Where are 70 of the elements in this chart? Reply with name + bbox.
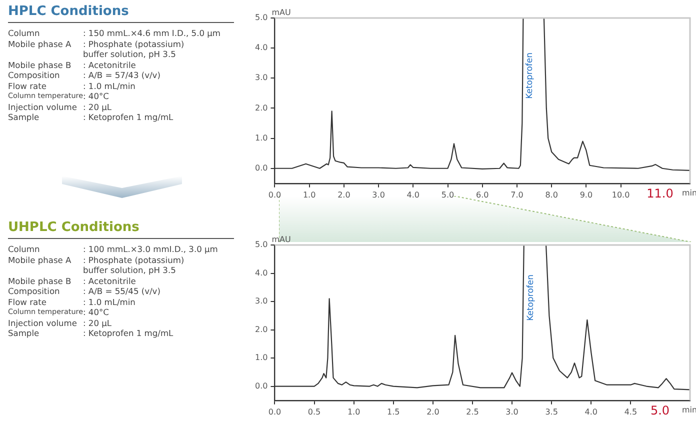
text: : Ketoprofen 1 mg/mL [83,328,174,338]
x-tick-label: 0.0 [268,407,282,416]
text: : 20 μL [83,102,113,112]
text: : A/B = 55/45 (v/v) [83,286,162,296]
text: : 40°C [83,91,110,102]
y-tick-label: 5.0 [254,240,268,250]
text: : 150 mmL.×4.6 mm I.D., 5.0 μm [83,28,222,38]
x-tick-label: 4.5 [624,407,638,416]
y-tick-label: 1.0 [254,133,268,142]
y-tick-label: 3.0 [254,296,268,306]
x-tick-label: 1.0 [302,190,316,200]
x-tick-label: 3.0 [372,190,385,200]
text: Composition [8,286,61,296]
x-tick-label: 0.0 [268,190,282,200]
text: Flow rate [8,296,48,307]
y-tick-label: 2.0 [254,103,268,112]
x-tick-label: 2.5 [466,407,479,416]
text: : Phosphate (potassium) buffer solution, pH 3.5 [83,38,186,60]
text: Mobile phase B [8,276,72,286]
text: Column [8,28,41,38]
text: Injection volume [8,318,78,328]
x-tick-label: 3.0 [506,407,518,416]
x-tick-label: 2.0 [338,190,350,200]
text: : Acetonitrile [83,276,137,286]
text: Mobile phase B [8,60,72,70]
x-tick-label: 4.0 [584,407,598,416]
x-tick-label: 1.0 [347,407,360,416]
y-axis-title: mAU [272,8,291,18]
y-tick-label: 4.0 [254,268,268,278]
x-tick-label: 4.0 [406,190,420,200]
annotation: Ketoprofen [526,274,536,321]
x-tick-label: 7.0 [510,190,524,200]
x-tick-label: 8.0 [545,190,558,200]
text: UHPLC Conditions [8,220,234,239]
text: : Phosphate (potassium) buffer solution, pH 3.5 [83,254,186,276]
x-tick-label: 3.5 [545,407,558,416]
annotation: Ketoprofen [524,52,535,99]
y-tick-label: 4.0 [254,43,268,52]
x-tick-label: 9.0 [580,190,593,200]
text: : 1.0 mL/min [83,80,136,91]
y-tick-label: 2.0 [254,324,268,334]
text: HPLC Conditions [8,4,234,23]
y-tick-label: 1.0 [254,353,268,362]
y-axis-title: mAU [272,235,291,244]
text: : 100 mmL.×3.0 mmI.D., 3.0 μm [83,244,219,254]
text: : Acetonitrile [83,60,137,70]
text: : 20 μL [83,318,113,328]
text: : 40°C [83,307,110,318]
text: Mobile phase A [8,38,72,51]
x-tick-label: 10.0 [612,190,630,200]
x-tick-label: 1.5 [387,407,400,416]
text: : 1.0 mL/min [83,296,136,307]
y-tick-label: 0.0 [254,163,268,172]
x-tick-label: 5.0 [441,190,454,200]
text: Column [8,244,41,254]
x-tick-label: 2.0 [426,407,440,416]
y-tick-label: 5.0 [254,13,268,22]
text: : Ketoprofen 1 mg/mL [83,112,174,122]
text: 11.0 [646,186,674,201]
x-tick-label: 0.5 [308,407,321,416]
text: : A/B = 57/43 (v/v) [83,70,162,80]
text: Injection volume [8,102,78,112]
y-tick-label: 3.0 [254,73,268,82]
text: Mobile phase A [8,254,72,267]
text: Composition [8,70,61,80]
y-tick-label: 0.0 [254,381,268,390]
x-tick-label: 6.0 [476,190,489,200]
text: Sample [8,112,40,122]
text: Flow rate [8,80,48,91]
text: Sample [8,328,40,338]
